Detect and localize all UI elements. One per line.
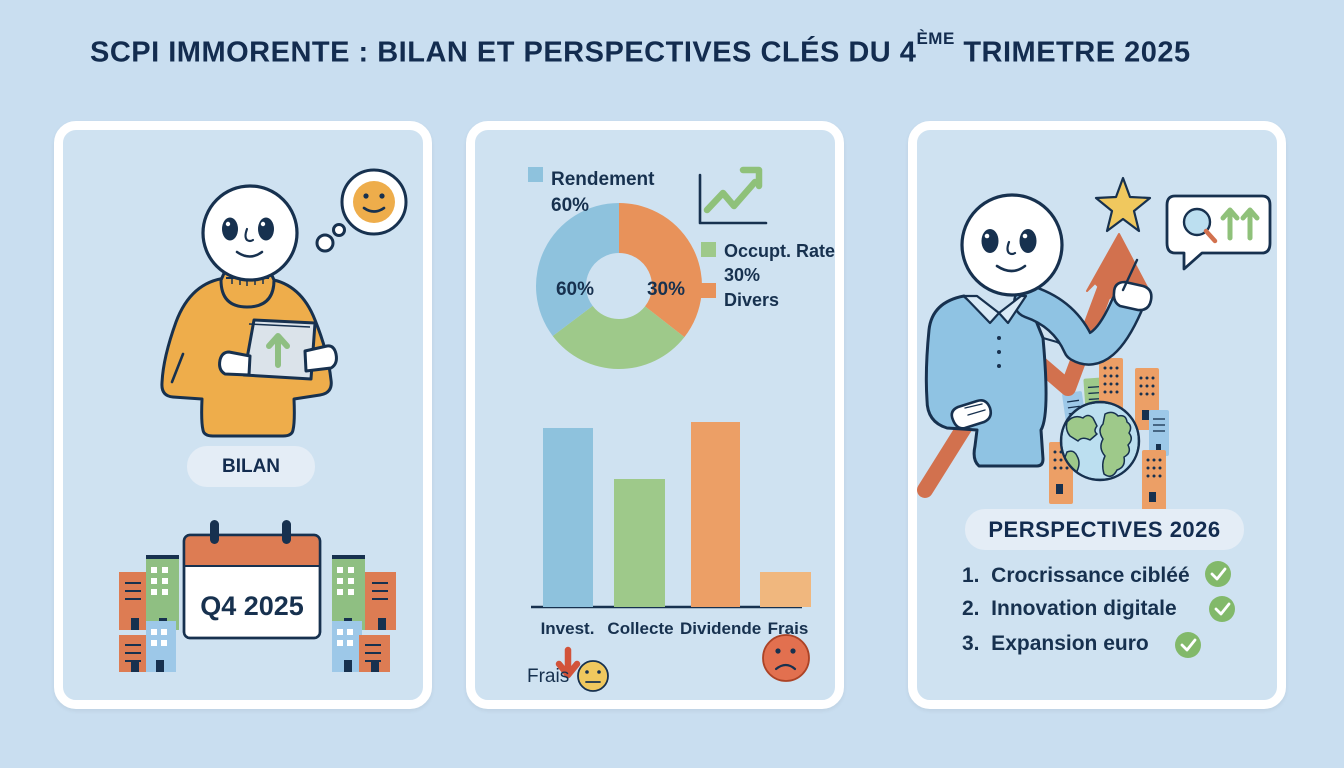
- svg-text:Q4 2025: Q4 2025: [200, 591, 304, 621]
- svg-text:60%: 60%: [556, 279, 594, 300]
- svg-text:30%: 30%: [647, 279, 685, 300]
